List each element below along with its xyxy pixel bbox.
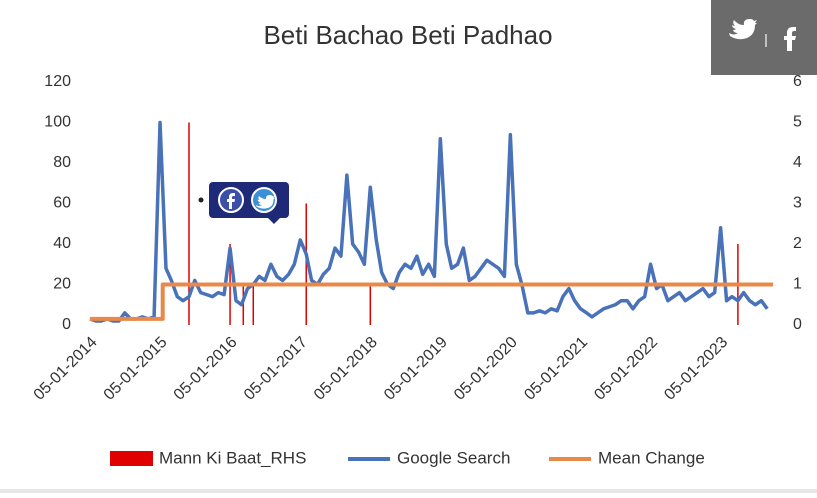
twitter-icon[interactable] — [729, 19, 757, 40]
y-tick-label: 60 — [53, 195, 71, 212]
legend-swatch — [110, 451, 153, 466]
y2-tick-label: 0 — [793, 316, 802, 333]
y2-tick-label: 6 — [793, 73, 802, 90]
legend-label: Mean Change — [598, 448, 705, 467]
legend-label: Mann Ki Baat_RHS — [159, 448, 306, 467]
y2-tick-label: 3 — [793, 195, 802, 212]
chart-title: Beti Bachao Beti Padhao — [263, 20, 552, 50]
y2-tick-label: 2 — [793, 235, 802, 252]
y2-tick-label: 4 — [793, 154, 802, 171]
line — [90, 282, 773, 321]
share-bar[interactable] — [711, 0, 817, 75]
facebook-glyph — [227, 193, 235, 209]
y-tick-label: 80 — [53, 154, 71, 171]
legend-label: Google Search — [397, 448, 510, 467]
share-bar-bg — [711, 0, 817, 75]
y2-tick-label: 5 — [793, 114, 802, 131]
twitter-glyph — [256, 195, 275, 209]
facebook-icon[interactable] — [784, 27, 796, 51]
legend: Mann Ki Baat_RHS Google Search Mean Change — [110, 448, 705, 467]
y-tick-label: 40 — [53, 235, 71, 252]
y-tick-label: 120 — [44, 73, 71, 90]
y-tick-label: 100 — [44, 114, 71, 131]
share-popup[interactable] — [198, 182, 290, 224]
y2-tick-label: 1 — [793, 276, 802, 293]
line — [89, 120, 769, 323]
y-tick-label: 20 — [53, 276, 71, 293]
bottom-border — [0, 489, 817, 493]
y-tick-label: 0 — [62, 316, 71, 333]
anchor-dot — [198, 197, 204, 203]
popup-pointer — [268, 218, 280, 224]
